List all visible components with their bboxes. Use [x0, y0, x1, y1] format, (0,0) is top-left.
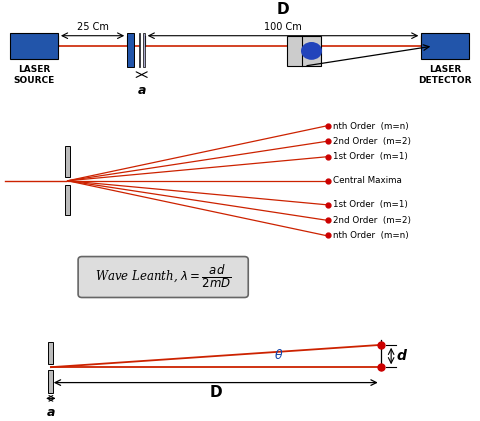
Text: 100 Cm: 100 Cm [264, 22, 302, 32]
Bar [127, 33, 134, 67]
Circle shape [301, 42, 322, 60]
Bar [10, 33, 58, 59]
Text: Central Maxima: Central Maxima [333, 176, 402, 185]
Bar [139, 33, 140, 67]
Text: 25 Cm: 25 Cm [77, 22, 108, 32]
Text: D: D [209, 385, 222, 400]
Text: 1st Order  (m=1): 1st Order (m=1) [333, 152, 408, 161]
Bar [48, 342, 53, 364]
Text: LASER
DETECTOR: LASER DETECTOR [419, 65, 472, 85]
Bar [144, 33, 145, 67]
Text: nth Order  (m=n): nth Order (m=n) [333, 231, 409, 240]
Text: nth Order  (m=n): nth Order (m=n) [333, 122, 409, 131]
Text: 2nd Order  (m=2): 2nd Order (m=2) [333, 216, 411, 224]
Text: d: d [397, 349, 407, 363]
Text: 2nd Order  (m=2): 2nd Order (m=2) [333, 137, 411, 146]
Bar [48, 370, 53, 393]
Text: a: a [137, 83, 146, 96]
Bar [288, 36, 321, 66]
Text: D: D [276, 3, 289, 18]
FancyBboxPatch shape [78, 256, 248, 298]
Text: a: a [47, 406, 55, 418]
Bar [65, 147, 71, 177]
Text: LASER
SOURCE: LASER SOURCE [13, 65, 55, 85]
Text: θ: θ [275, 349, 283, 362]
Bar [421, 33, 469, 59]
Text: Wave Leanth, $\lambda = \dfrac{ad}{2mD}$: Wave Leanth, $\lambda = \dfrac{ad}{2mD}$ [95, 264, 231, 290]
Bar [65, 185, 71, 215]
Text: 1st Order  (m=1): 1st Order (m=1) [333, 200, 408, 209]
